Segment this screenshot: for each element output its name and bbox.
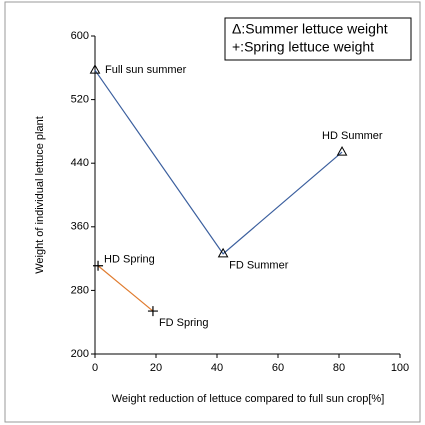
y-tick-label: 440 bbox=[71, 157, 89, 169]
y-tick-label: 600 bbox=[71, 30, 89, 42]
x-tick-label: 40 bbox=[211, 362, 223, 374]
marker-triangle bbox=[336, 146, 348, 156]
legend-label: +:Spring lettuce weight bbox=[232, 39, 374, 55]
y-tick-label: 200 bbox=[71, 348, 89, 360]
point-label: Full sun summer bbox=[105, 64, 187, 76]
point-label: FD Summer bbox=[229, 260, 289, 272]
legend-box bbox=[224, 17, 412, 61]
marker-triangle bbox=[89, 64, 101, 74]
marker-triangle bbox=[217, 247, 229, 258]
y-tick-label: 520 bbox=[71, 94, 89, 106]
point-label: HD Summer bbox=[322, 130, 383, 142]
series-line bbox=[94, 69, 343, 255]
frame bbox=[4, 1, 421, 423]
x-axis-label: Weight reduction of lettuce compared to … bbox=[112, 393, 385, 405]
y-tick-label: 360 bbox=[71, 221, 89, 233]
x-tick-label: 80 bbox=[333, 362, 345, 374]
y-axis-label: Weight of individual lettuce plant bbox=[34, 116, 46, 274]
series-line bbox=[97, 265, 154, 312]
marker-plus bbox=[93, 260, 104, 271]
legend-label: Δ:Summer lettuce weight bbox=[232, 21, 388, 37]
x-tick-label: 0 bbox=[92, 362, 98, 374]
point-label: HD Spring bbox=[104, 254, 155, 266]
x-tick-label: 60 bbox=[272, 362, 284, 374]
x-tick-label: 100 bbox=[391, 362, 409, 374]
point-label: FD Spring bbox=[159, 317, 209, 329]
x-tick-label: 20 bbox=[150, 362, 162, 374]
y-tick-label: 280 bbox=[71, 284, 89, 296]
marker-plus bbox=[147, 306, 158, 317]
